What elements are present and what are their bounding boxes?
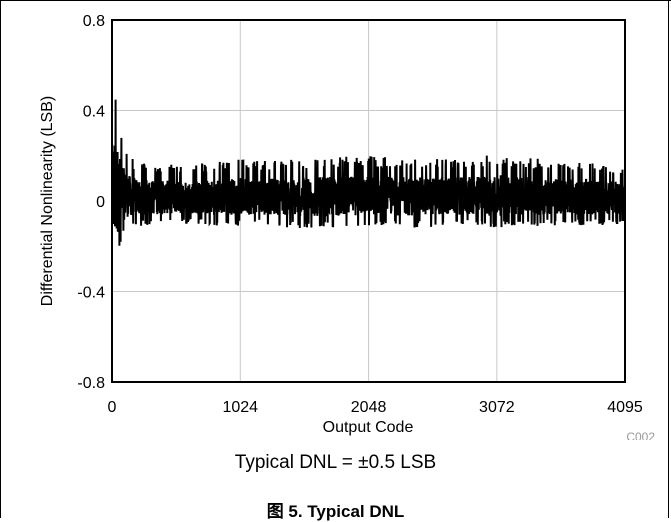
figure-caption: 图 5. Typical DNL	[266, 502, 405, 521]
x-tick-label: 1024	[222, 399, 258, 416]
x-tick-label: 3072	[479, 399, 515, 416]
figure-top-border	[0, 0, 671, 1]
x-tick-label: 4095	[607, 399, 643, 416]
plot-area-border	[111, 19, 626, 383]
y-tick-label: 0.8	[83, 13, 105, 30]
x-tick-label: 0	[108, 399, 117, 416]
dnl-note: Typical DNL = ±0.5 LSB	[234, 452, 437, 473]
y-tick-labels: 0.8 0.4 0 -0.4 -0.8	[77, 13, 105, 392]
x-tick-label: 2048	[351, 399, 387, 416]
y-tick-label: -0.8	[77, 375, 105, 392]
dnl-trace	[111, 99, 626, 246]
y-tick-label: -0.4	[77, 285, 105, 302]
dnl-series-line	[111, 99, 626, 246]
dnl-chart: 0.8 0.4 0 -0.4 -0.8 0 1024 2048 3072 4095 Differ…	[39, 13, 655, 440]
x-tick-labels: 0 1024 2048 3072 4095	[108, 399, 643, 416]
y-axis-label: Differential Nonlinearity (LSB)	[39, 96, 56, 306]
chart-code-label: C002	[626, 430, 655, 440]
x-axis-label: Output Code	[323, 419, 414, 436]
y-tick-label: 0.4	[83, 104, 105, 121]
y-tick-label: 0	[96, 194, 105, 211]
